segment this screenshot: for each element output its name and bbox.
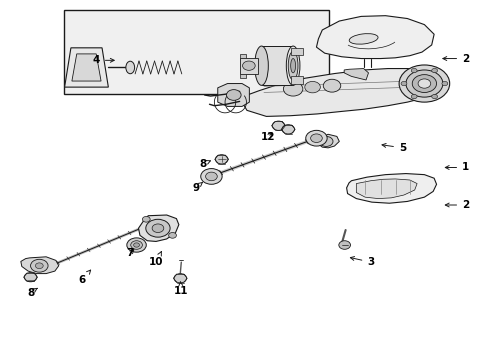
Circle shape (282, 125, 294, 134)
Circle shape (142, 216, 150, 222)
Circle shape (319, 136, 332, 147)
Circle shape (338, 241, 350, 249)
Ellipse shape (125, 61, 134, 74)
Circle shape (35, 263, 43, 269)
Circle shape (215, 155, 227, 164)
Polygon shape (344, 68, 368, 80)
Circle shape (305, 130, 326, 146)
Text: 3: 3 (350, 257, 374, 267)
Ellipse shape (287, 51, 297, 80)
Circle shape (226, 90, 241, 100)
Circle shape (126, 238, 146, 252)
Circle shape (201, 168, 222, 184)
Circle shape (304, 81, 320, 93)
Bar (239, 58, 258, 73)
Ellipse shape (286, 46, 299, 85)
Circle shape (405, 70, 442, 97)
Circle shape (130, 241, 142, 249)
Circle shape (24, 273, 37, 282)
Text: 9: 9 (192, 183, 202, 193)
Circle shape (145, 219, 170, 237)
Text: 1: 1 (445, 162, 468, 172)
Text: 5: 5 (381, 143, 406, 153)
Circle shape (431, 94, 437, 99)
Ellipse shape (290, 59, 295, 73)
Text: 2: 2 (442, 54, 468, 64)
Ellipse shape (348, 33, 377, 44)
Circle shape (398, 65, 449, 102)
Circle shape (310, 134, 322, 143)
Circle shape (168, 233, 176, 238)
Polygon shape (72, 54, 101, 81)
Bar (290, 76, 302, 84)
Circle shape (441, 81, 447, 86)
Text: 12: 12 (260, 132, 275, 142)
Circle shape (410, 68, 416, 73)
Polygon shape (356, 179, 416, 199)
Circle shape (410, 94, 416, 99)
Circle shape (417, 79, 430, 88)
Polygon shape (64, 48, 108, 87)
Circle shape (133, 243, 139, 247)
Bar (239, 54, 246, 58)
Polygon shape (217, 84, 249, 107)
Bar (290, 48, 302, 55)
Circle shape (323, 79, 340, 92)
Circle shape (272, 121, 285, 130)
Polygon shape (316, 16, 433, 59)
Circle shape (400, 81, 406, 86)
Text: 4: 4 (92, 55, 114, 65)
Circle shape (174, 274, 186, 283)
Circle shape (411, 75, 436, 93)
Text: 8: 8 (27, 288, 37, 297)
Circle shape (283, 82, 302, 96)
Polygon shape (311, 134, 339, 148)
Text: 7: 7 (126, 248, 134, 258)
Ellipse shape (254, 46, 268, 85)
Bar (239, 73, 246, 78)
Bar (261, 46, 292, 85)
Circle shape (205, 172, 217, 181)
Text: 10: 10 (148, 252, 163, 267)
Polygon shape (138, 215, 179, 242)
Circle shape (152, 224, 163, 233)
Text: 11: 11 (174, 282, 188, 296)
Polygon shape (21, 257, 59, 274)
Circle shape (30, 259, 48, 272)
Text: 6: 6 (78, 270, 90, 285)
Circle shape (242, 61, 255, 70)
Text: 2: 2 (445, 200, 468, 210)
Polygon shape (239, 68, 424, 116)
Text: 8: 8 (199, 159, 210, 169)
Polygon shape (346, 174, 436, 203)
Bar (63, 10, 328, 94)
Circle shape (431, 68, 437, 73)
